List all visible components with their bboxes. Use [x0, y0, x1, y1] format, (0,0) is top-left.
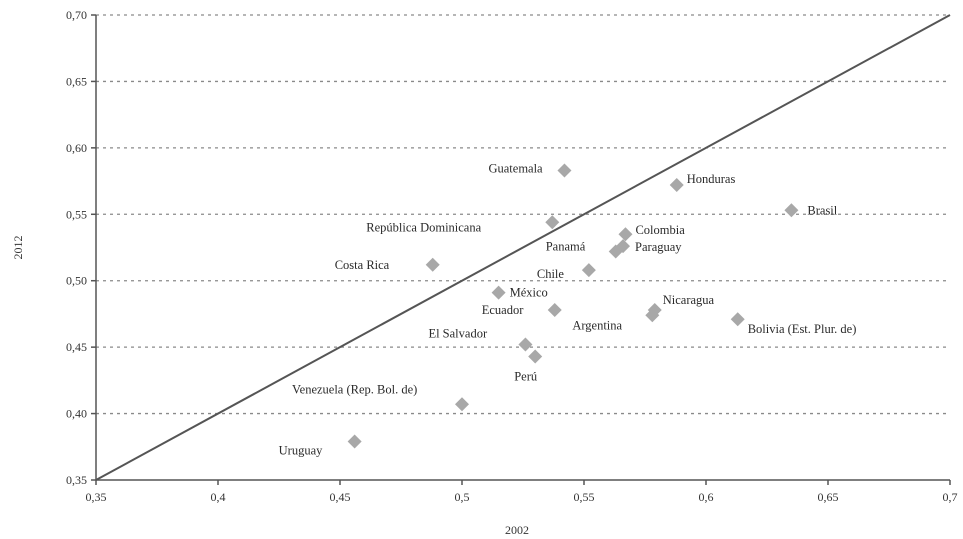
scatter-point: [491, 285, 506, 300]
scatter-point: [581, 263, 596, 278]
tick-labels: 0,35 0,40 0,45 0,50 0,55 0,60 0,65 0,70 0,35 0,4 0…: [66, 8, 958, 504]
point-label: Venezuela (Rep. Bol. de): [292, 382, 417, 396]
scatter-point: [545, 215, 560, 230]
point-label: Nicaragua: [663, 293, 715, 307]
y-axis-title: 2012: [11, 236, 25, 260]
x-tick-label: 0,55: [574, 490, 595, 504]
x-tick-label: 0,45: [330, 490, 351, 504]
point-label: Chile: [537, 267, 565, 281]
point-label: Panamá: [546, 239, 586, 253]
point-label: República Dominicana: [366, 220, 481, 234]
x-tick-label: 0,4: [211, 490, 226, 504]
point-label: México: [510, 286, 548, 300]
data-points: Guatemala Honduras Brasil República Dominic…: [279, 161, 857, 457]
x-axis-title: 2002: [505, 523, 529, 537]
y-tick-label: 0,50: [66, 274, 87, 288]
scatter-point: [618, 227, 633, 242]
point-label: Honduras: [687, 172, 736, 186]
y-tick-label: 0,40: [66, 407, 87, 421]
scatter-point: [730, 312, 745, 327]
point-label: Paraguay: [635, 240, 682, 254]
x-tick-label: 0,6: [699, 490, 714, 504]
x-tick-label: 0,65: [818, 490, 839, 504]
x-tick-label: 0,35: [86, 490, 107, 504]
x-tick-label: 0,7: [943, 490, 958, 504]
scatter-point: [455, 397, 469, 412]
reference-line-y-equals-x: [95, 14, 951, 481]
point-label: Colombia: [635, 223, 685, 237]
scatter-point: [669, 178, 684, 193]
y-tick-label: 0,55: [66, 207, 87, 221]
point-label: Bolivia (Est. Plur. de): [748, 322, 857, 336]
scatter-point: [784, 203, 799, 218]
y-tick-label: 0,35: [66, 473, 87, 487]
scatter-point: [518, 337, 533, 352]
y-tick-label: 0,65: [66, 74, 87, 88]
scatter-point: [347, 434, 362, 449]
scatter-point: [645, 308, 660, 323]
point-label: Guatemala: [488, 161, 543, 175]
point-label: Brasil: [807, 203, 837, 217]
point-label: Argentina: [572, 318, 622, 332]
scatter-point: [616, 239, 631, 254]
y-tick-label: 0,45: [66, 340, 87, 354]
y-tick-label: 0,60: [66, 141, 87, 155]
y-tick-label: 0,70: [66, 8, 87, 22]
point-label: Costa Rica: [335, 258, 390, 272]
x-tick-label: 0,5: [455, 490, 470, 504]
point-label: Uruguay: [279, 443, 323, 457]
scatter-point: [528, 349, 543, 364]
point-label: Perú: [514, 369, 538, 383]
scatter-point: [547, 302, 562, 317]
point-label: Ecuador: [482, 303, 524, 317]
scatter-point: [557, 163, 572, 178]
axes: [91, 14, 951, 485]
scatter-point: [425, 257, 440, 272]
point-label: El Salvador: [428, 326, 488, 340]
